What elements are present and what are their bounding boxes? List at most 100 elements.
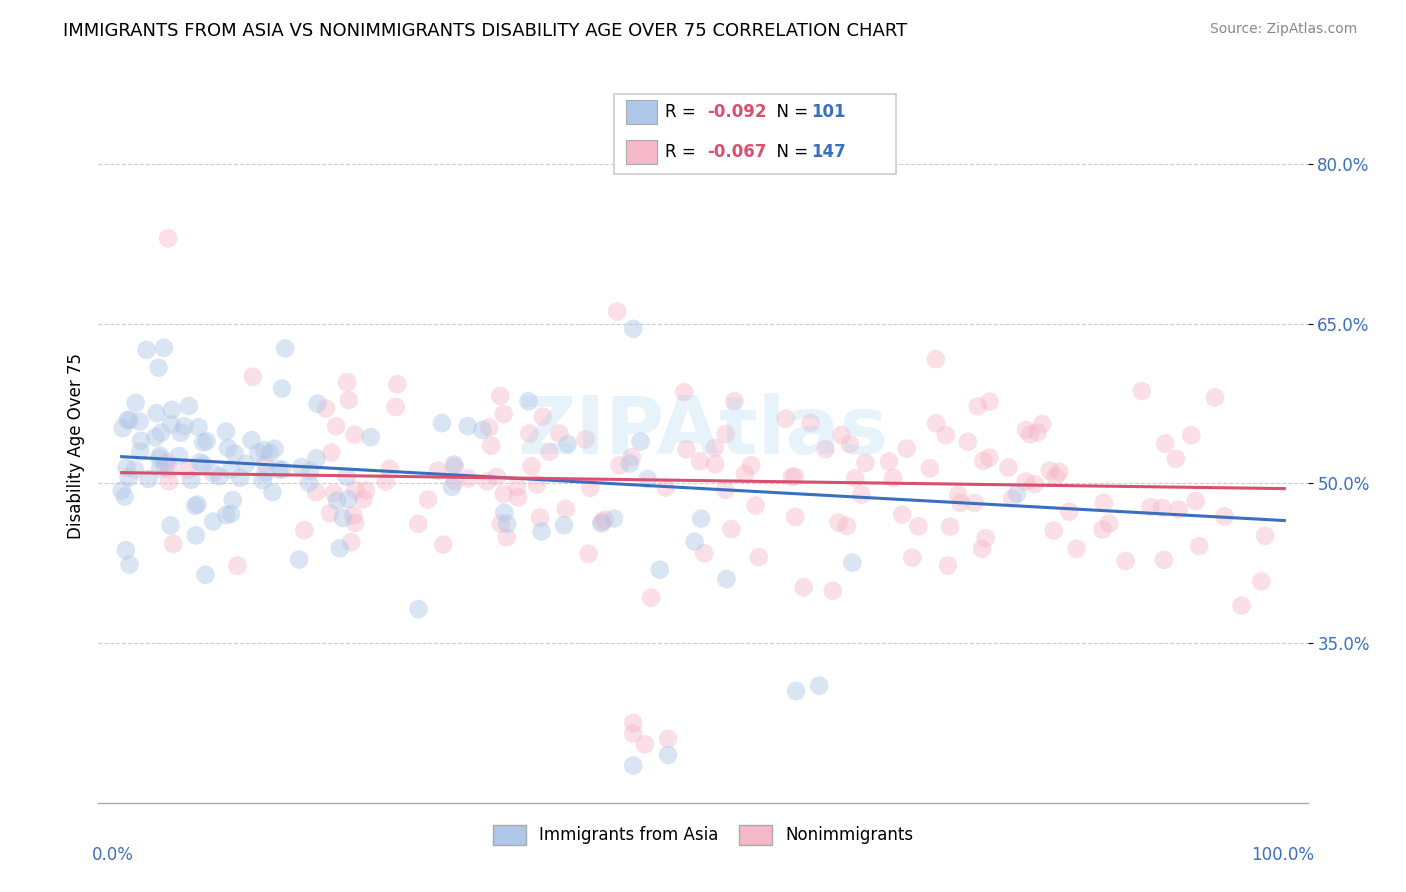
Point <box>340 535 363 549</box>
Point <box>149 449 172 463</box>
Point <box>194 567 217 582</box>
Point <box>496 516 519 531</box>
Point <box>430 416 453 430</box>
Point <box>1254 529 1277 543</box>
Point <box>979 394 1001 409</box>
Point <box>117 413 139 427</box>
Point <box>111 421 134 435</box>
Point <box>115 460 138 475</box>
Point <box>683 534 706 549</box>
Point <box>129 444 152 458</box>
Point <box>321 445 343 459</box>
Point <box>332 511 354 525</box>
Point <box>744 499 766 513</box>
Point <box>138 472 160 486</box>
Point <box>925 352 948 367</box>
Point <box>337 492 360 507</box>
Point <box>337 393 360 408</box>
Point <box>408 602 430 616</box>
Point <box>177 399 200 413</box>
Point <box>426 464 449 478</box>
Point <box>591 516 613 531</box>
Point <box>219 463 242 477</box>
Point <box>475 475 498 489</box>
Point <box>970 541 993 556</box>
Point <box>208 469 231 483</box>
Point <box>1015 423 1038 437</box>
Point <box>506 480 529 494</box>
Point <box>689 454 711 468</box>
Point <box>939 519 962 533</box>
Point <box>229 471 252 485</box>
Point <box>606 304 628 318</box>
Point <box>294 523 316 537</box>
Point <box>150 425 173 440</box>
Point <box>1098 516 1121 531</box>
Point <box>918 461 941 475</box>
Point <box>620 450 643 464</box>
Point <box>851 488 873 502</box>
Point <box>1213 509 1236 524</box>
Text: R =: R = <box>665 143 702 161</box>
Point <box>907 519 929 533</box>
Point <box>114 490 136 504</box>
Point <box>831 428 853 442</box>
Point <box>621 715 644 730</box>
Point <box>226 558 249 573</box>
Point <box>967 399 990 413</box>
Point <box>637 472 659 486</box>
Point <box>118 413 141 427</box>
Point <box>793 580 815 594</box>
Point <box>785 684 807 698</box>
Point <box>254 457 277 471</box>
Point <box>489 516 512 531</box>
Point <box>111 483 134 498</box>
Point <box>336 375 359 389</box>
Point <box>1154 436 1177 450</box>
Point <box>948 488 970 502</box>
Point <box>217 441 239 455</box>
Point <box>305 485 328 500</box>
Point <box>557 437 579 451</box>
Point <box>740 458 762 473</box>
Point <box>215 508 238 522</box>
Point <box>344 483 367 497</box>
Point <box>673 385 696 400</box>
Point <box>432 537 454 551</box>
Text: Source: ZipAtlas.com: Source: ZipAtlas.com <box>1209 22 1357 37</box>
Point <box>406 516 429 531</box>
Point <box>690 511 713 525</box>
Point <box>1039 464 1062 478</box>
Point <box>271 463 294 477</box>
Point <box>1250 574 1272 589</box>
Point <box>963 496 986 510</box>
Text: ZIPAtlas: ZIPAtlas <box>517 392 889 471</box>
Point <box>956 434 979 449</box>
Point <box>145 406 167 420</box>
Point <box>603 511 626 525</box>
Point <box>360 430 382 444</box>
Point <box>215 425 238 439</box>
Point <box>748 550 770 565</box>
Point <box>156 455 179 469</box>
Point <box>416 492 439 507</box>
Point <box>478 420 501 434</box>
Point <box>235 457 257 471</box>
Point <box>118 470 141 484</box>
Point <box>159 462 181 476</box>
Point <box>184 528 207 542</box>
Point <box>315 401 337 416</box>
Point <box>1153 553 1175 567</box>
Point <box>492 487 515 501</box>
Point <box>274 342 297 356</box>
Point <box>135 343 157 357</box>
Point <box>440 480 463 494</box>
Point <box>173 419 195 434</box>
Point <box>526 477 548 491</box>
Point <box>1115 554 1137 568</box>
Point <box>343 427 366 442</box>
Point <box>384 400 406 414</box>
Point <box>188 455 211 469</box>
Point <box>630 434 652 449</box>
Point <box>723 394 745 409</box>
